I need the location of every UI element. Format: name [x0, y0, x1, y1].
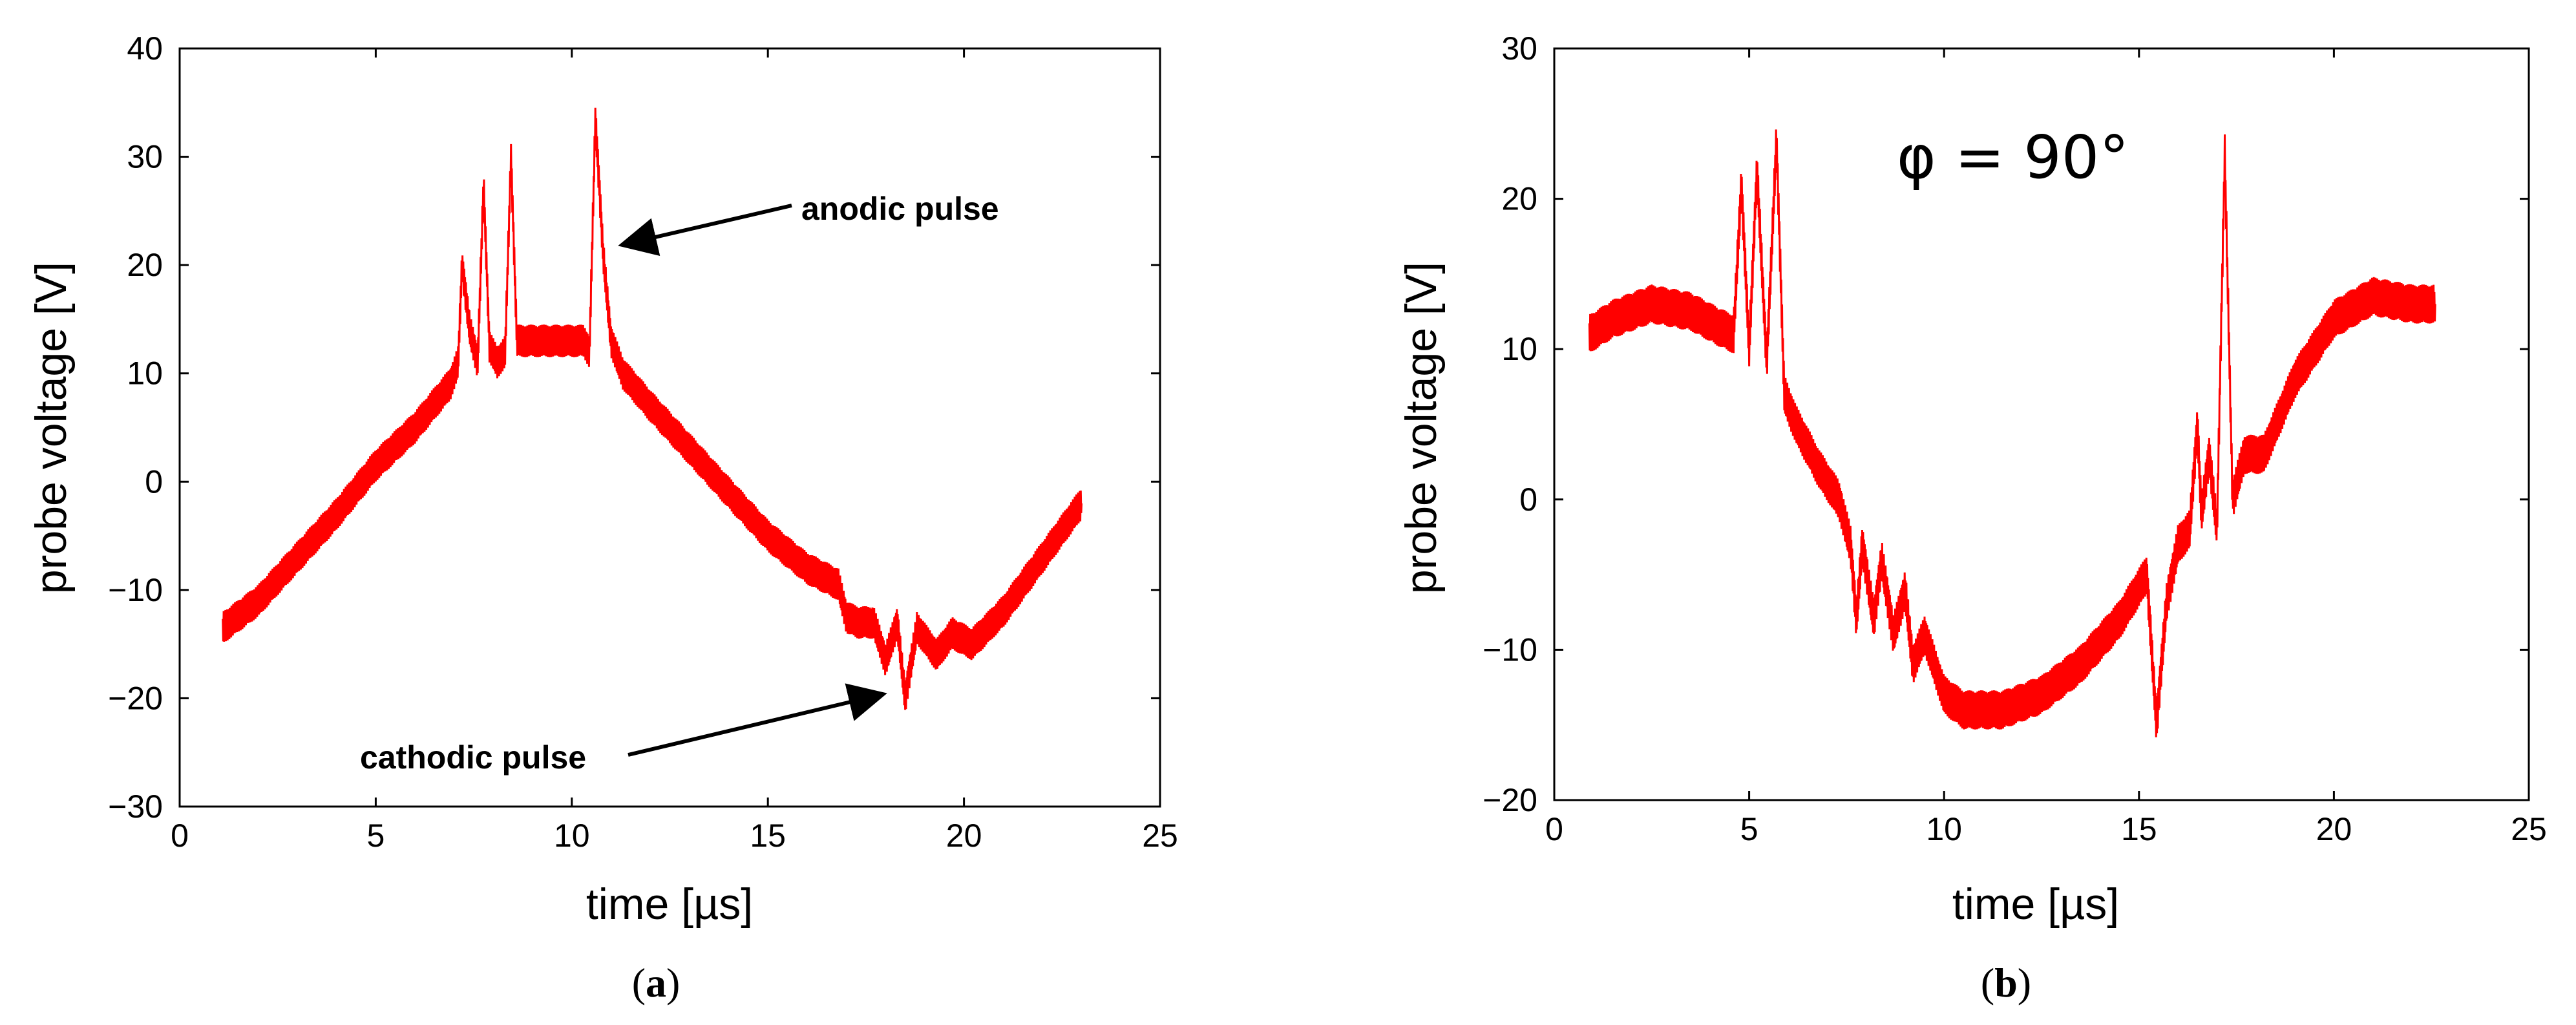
y-ticks: −20 −10 0 10 20 30	[1483, 30, 2529, 818]
x-ticks: 0 5 10 15 20 25	[1545, 48, 2547, 847]
anodic-pulse-arrow	[618, 204, 792, 257]
y-tick-label: −20	[1483, 782, 1537, 818]
y-tick-label: 30	[127, 139, 163, 175]
panel-a: 0 5 10 15 20 25 −30 −20 −10 0 10 20 30 40 anodic pul…	[26, 30, 1178, 1006]
x-axis-title: time [µs]	[586, 880, 753, 929]
x-tick-label: 15	[2121, 811, 2157, 847]
y-tick-label: 20	[1501, 181, 1537, 217]
x-tick-label: 15	[750, 818, 786, 854]
x-tick-label: 0	[1545, 811, 1563, 847]
y-tick-label: 0	[145, 463, 163, 500]
x-tick-label: 25	[2511, 811, 2547, 847]
y-tick-label: 30	[1501, 30, 1537, 67]
series-line	[222, 107, 1083, 710]
y-ticks: −30 −20 −10 0 10 20 30 40	[108, 30, 1160, 825]
x-axis-title: time [µs]	[1952, 880, 2119, 929]
y-axis-title: probe voltage [V]	[26, 262, 76, 594]
x-tick-label: 10	[1926, 811, 1962, 847]
y-tick-label: 10	[1501, 331, 1537, 367]
x-tick-label: 5	[366, 818, 385, 854]
x-tick-label: 0	[171, 818, 189, 854]
y-tick-label: 10	[127, 355, 163, 392]
series	[1588, 129, 2436, 737]
x-tick-label: 25	[1142, 818, 1178, 854]
y-tick-label: −20	[108, 680, 163, 716]
series-line	[1588, 129, 2436, 737]
y-tick-label: −10	[108, 572, 163, 608]
y-tick-label: 0	[1519, 481, 1537, 518]
x-tick-label: 10	[554, 818, 590, 854]
y-tick-label: 20	[127, 247, 163, 283]
cathodic-pulse-annotation: cathodic pulse	[360, 683, 887, 776]
caption-b: (b)	[1981, 960, 2031, 1006]
caption-a: (a)	[632, 960, 681, 1006]
cathodic-pulse-label: cathodic pulse	[360, 739, 586, 776]
x-tick-label: 20	[2316, 811, 2352, 847]
y-tick-label: 40	[127, 30, 163, 67]
x-tick-label: 20	[946, 818, 982, 854]
x-tick-label: 5	[1740, 811, 1758, 847]
panel-b: 0 5 10 15 20 25 −20 −10 0 10 20 30 φ = 90° time [µ…	[1397, 30, 2547, 1006]
phase-angle-label: φ = 90°	[1897, 123, 2129, 192]
y-axis-title: probe voltage [V]	[1397, 262, 1446, 594]
series	[222, 107, 1083, 710]
y-tick-label: −30	[108, 788, 163, 825]
x-ticks: 0 5 10 15 20 25	[171, 48, 1178, 854]
anodic-pulse-label: anodic pulse	[801, 191, 999, 227]
y-tick-label: −10	[1483, 631, 1537, 668]
plot-frame	[1553, 47, 2530, 801]
anodic-pulse-annotation: anodic pulse	[618, 191, 999, 257]
cathodic-pulse-arrow	[628, 683, 887, 757]
plot-frame	[178, 47, 1161, 808]
